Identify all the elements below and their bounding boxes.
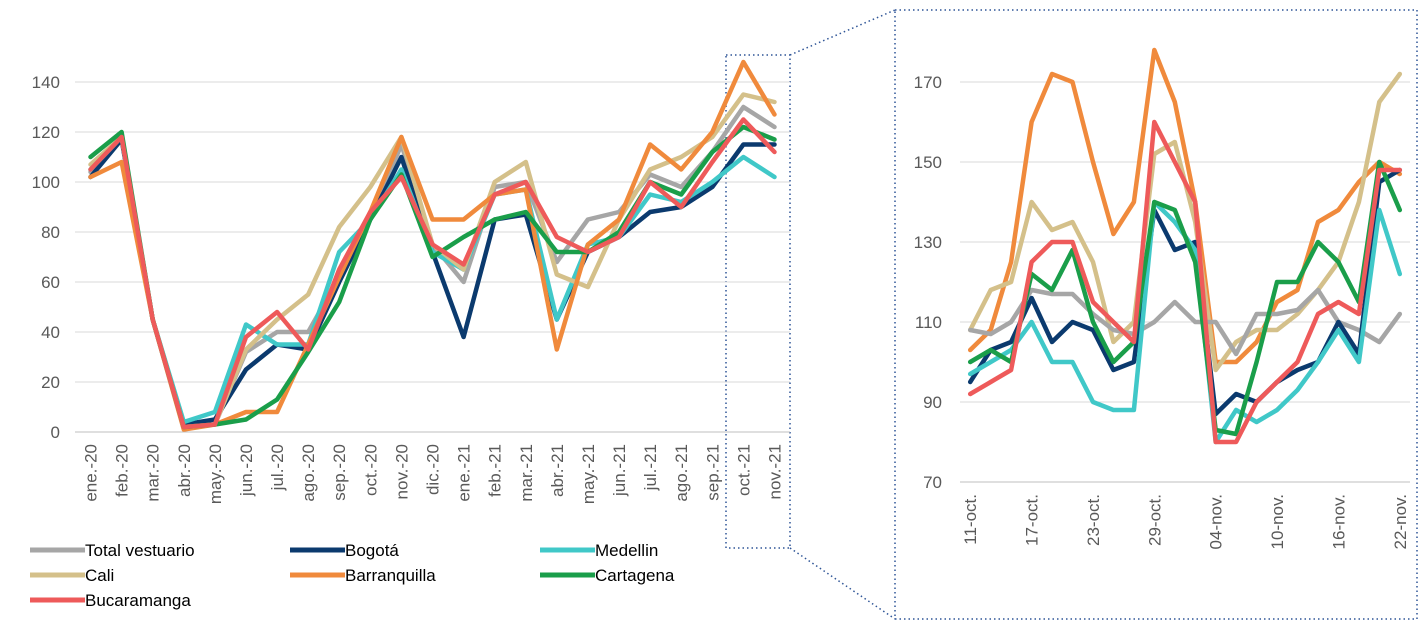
y-tick-label: 40: [41, 323, 60, 342]
y-tick-label: 120: [32, 123, 60, 142]
y-tick-label: 60: [41, 273, 60, 292]
x-tick-label: sep.-21: [703, 444, 722, 501]
x-tick-label: 17-oct.: [1023, 494, 1042, 546]
x-tick-label: 16-nov.: [1329, 494, 1348, 549]
y-tick-label: 80: [41, 223, 60, 242]
x-tick-label: feb.-21: [486, 444, 505, 497]
legend-label: Bucaramanga: [85, 591, 191, 610]
y-tick-label: 70: [923, 473, 942, 492]
x-tick-label: dic.-20: [424, 444, 443, 495]
x-tick-label: sep.-20: [330, 444, 349, 501]
series-line: [967, 119, 1403, 445]
zoom-frame: [894, 9, 1418, 620]
x-tick-label: may.-21: [579, 444, 598, 504]
y-tick-label: 100: [32, 173, 60, 192]
x-tick-label: abr.-21: [548, 444, 567, 497]
series-line: [88, 92, 777, 430]
y-tick-label: 0: [51, 423, 60, 442]
legend-label: Bogotá: [345, 541, 399, 560]
legend-label: Total vestuario: [85, 541, 195, 560]
series-line: [967, 159, 1403, 437]
x-tick-label: jul.-20: [268, 444, 287, 491]
x-tick-label: 11-oct.: [961, 494, 980, 545]
x-tick-label: ene.-20: [82, 444, 101, 502]
x-tick-label: mar.-21: [517, 444, 536, 502]
x-tick-label: ene.-21: [455, 444, 474, 502]
series-line: [88, 104, 777, 430]
legend-label: Barranquilla: [345, 566, 436, 585]
x-tick-label: jun.-21: [610, 444, 629, 497]
zoom-window: [725, 54, 791, 549]
y-tick-label: 130: [914, 233, 942, 252]
x-tick-label: oct.-21: [734, 444, 753, 496]
x-tick-label: 23-oct.: [1084, 494, 1103, 546]
x-tick-label: 22-nov.: [1391, 494, 1410, 549]
x-tick-label: 10-nov.: [1268, 494, 1287, 549]
legend-label: Medellin: [595, 541, 658, 560]
x-tick-label: abr.-20: [175, 444, 194, 497]
series-line: [88, 117, 777, 430]
x-tick-label: nov.-21: [765, 444, 784, 499]
x-tick-label: oct.-20: [361, 444, 380, 496]
zoom-connector: [789, 547, 896, 620]
legend-label: Cartagena: [595, 566, 675, 585]
x-tick-label: feb.-20: [113, 444, 132, 497]
x-tick-label: ago.-21: [672, 444, 691, 502]
y-tick-label: 110: [915, 313, 942, 332]
y-tick-label: 140: [32, 73, 60, 92]
y-tick-label: 150: [914, 153, 942, 172]
x-tick-label: mar.-20: [144, 444, 163, 502]
x-tick-label: jul.-21: [641, 444, 660, 491]
x-tick-label: 29-oct.: [1145, 494, 1164, 546]
zoom-connector: [789, 9, 896, 56]
series-line: [88, 134, 777, 425]
x-tick-label: 04-nov.: [1207, 494, 1226, 549]
legend-label: Cali: [85, 566, 114, 585]
x-tick-label: jun.-20: [237, 444, 256, 497]
x-tick-label: may.-20: [206, 444, 225, 504]
y-tick-label: 170: [914, 73, 942, 92]
x-tick-label: ago.-20: [299, 444, 318, 502]
y-tick-label: 90: [923, 393, 942, 412]
x-tick-label: nov.-20: [392, 444, 411, 499]
series-line: [967, 47, 1403, 365]
y-tick-label: 20: [41, 373, 60, 392]
